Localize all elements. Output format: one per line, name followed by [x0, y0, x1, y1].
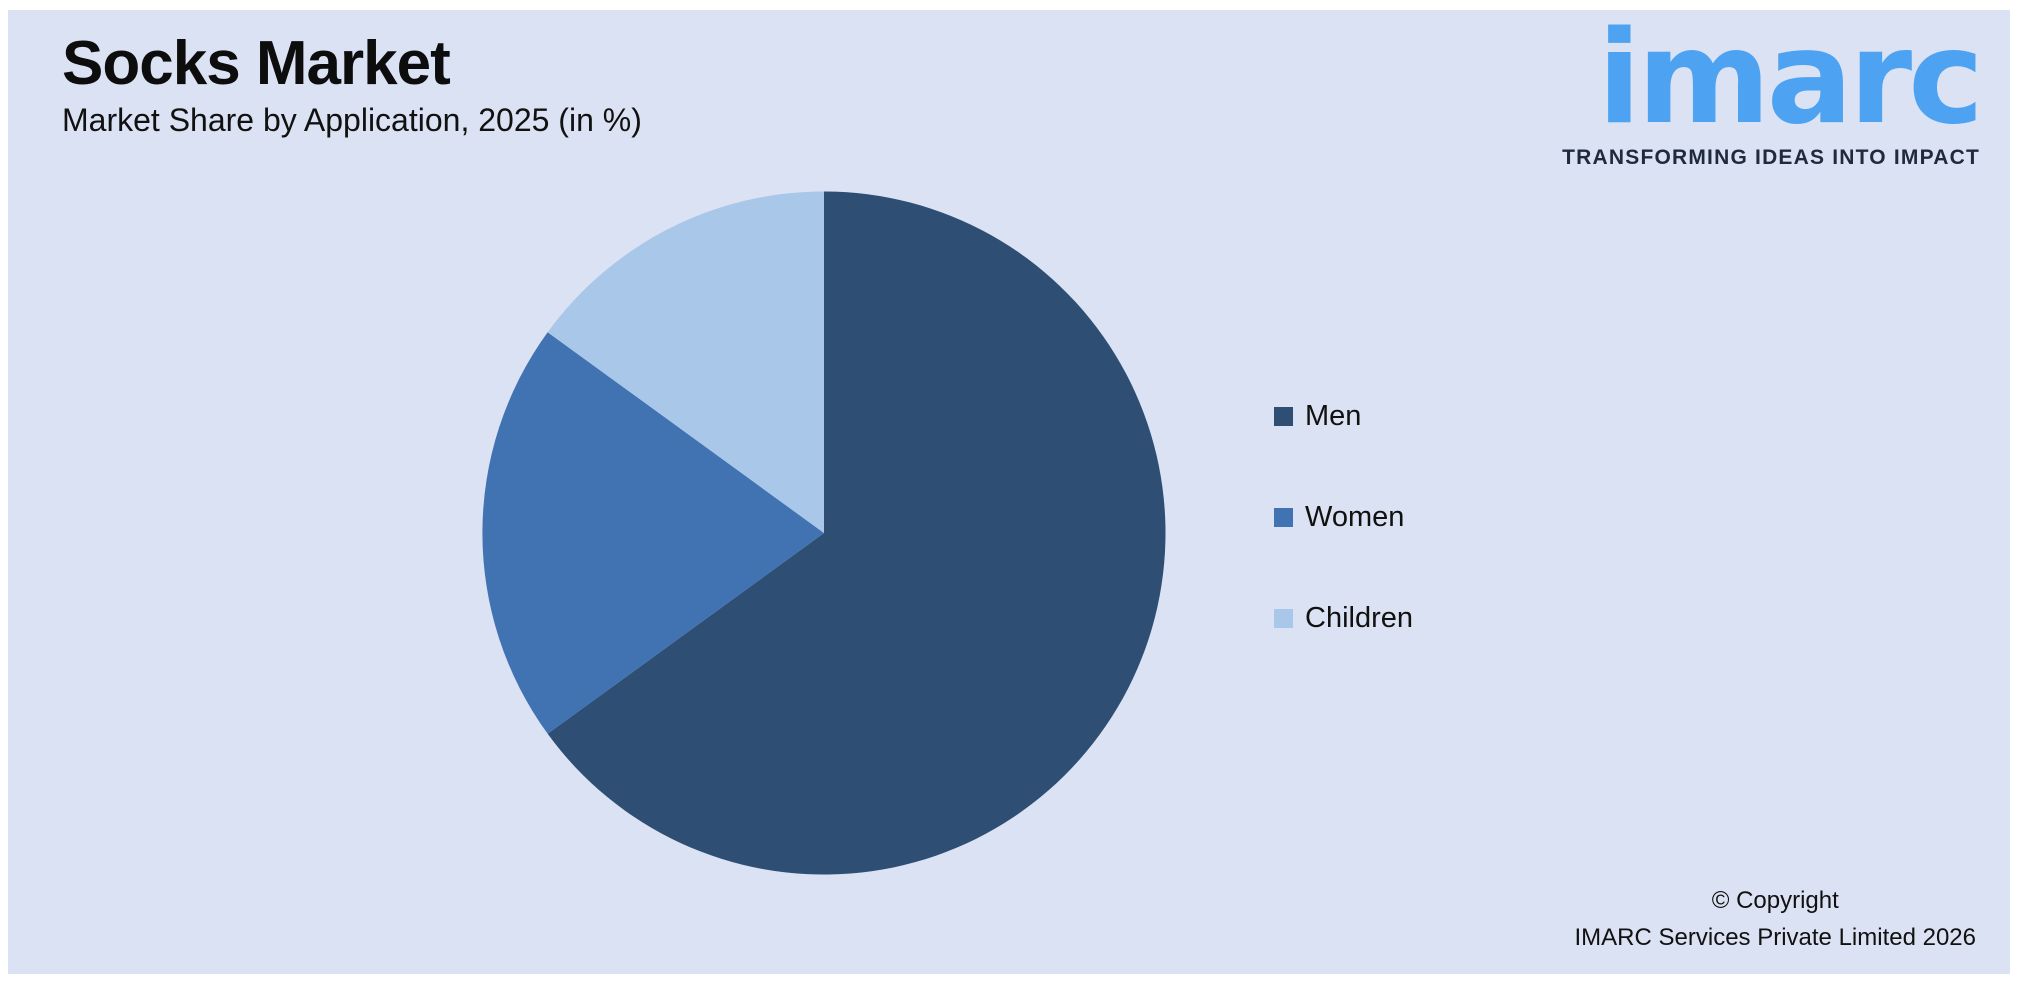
- copyright-notice: © Copyright IMARC Services Private Limit…: [1575, 882, 1976, 956]
- legend-label: Men: [1305, 400, 1362, 432]
- pie-slice-men: [547, 191, 1166, 875]
- pie-chart-container: [479, 188, 1169, 878]
- legend-swatch: [1274, 508, 1293, 527]
- legend-item: Women: [1274, 501, 1413, 534]
- imarc-logo: imarc TRANSFORMING IDEAS INTO IMPACT: [1562, 10, 1984, 170]
- legend-swatch: [1274, 609, 1293, 628]
- chart-canvas: Socks Market Market Share by Application…: [8, 10, 2010, 974]
- legend: Men Women Children: [1274, 400, 1413, 635]
- legend-label: Women: [1305, 501, 1405, 533]
- pie-chart: [482, 191, 1166, 875]
- chart-subtitle: Market Share by Application, 2025 (in %): [62, 102, 642, 138]
- legend-label: Children: [1305, 602, 1413, 634]
- copyright-line2: IMARC Services Private Limited 2026: [1574, 923, 1976, 951]
- chart-title: Socks Market: [62, 29, 451, 98]
- pie-slice-children: [547, 191, 824, 533]
- legend-item: Children: [1274, 602, 1413, 635]
- pie-slice-women: [482, 332, 824, 734]
- copyright-line1: © Copyright: [1711, 886, 1839, 914]
- legend-swatch: [1274, 407, 1293, 426]
- imarc-wordmark: imarc: [1597, 10, 1984, 153]
- imarc-tagline: TRANSFORMING IDEAS INTO IMPACT: [1562, 145, 1980, 169]
- legend-item: Men: [1274, 400, 1413, 433]
